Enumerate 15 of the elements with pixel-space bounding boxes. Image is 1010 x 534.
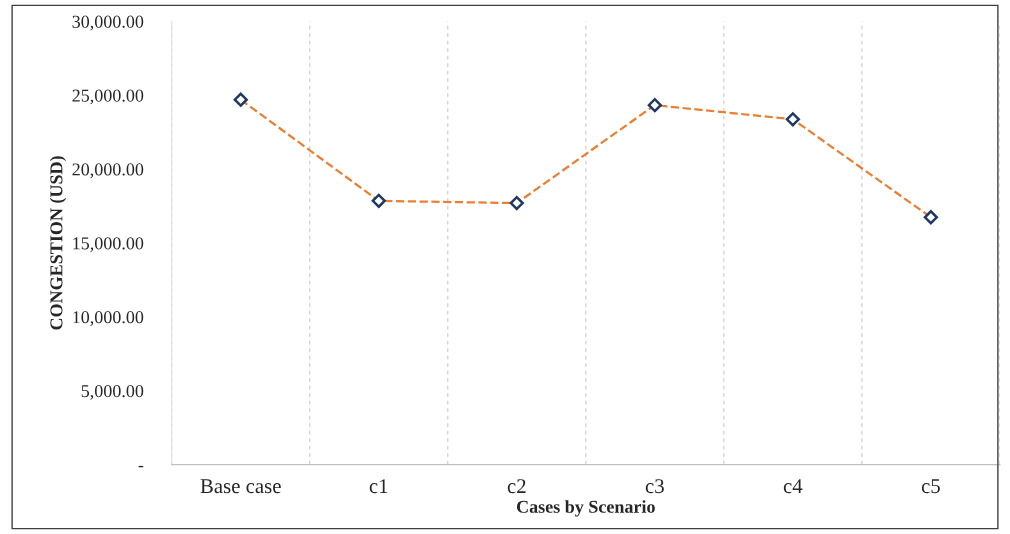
- x-tick-label: c5: [921, 479, 940, 494]
- x-tick-label: c1: [369, 479, 388, 494]
- y-tick-label: 30,000.00: [72, 15, 144, 31]
- x-tick-label: c4: [783, 479, 803, 494]
- x-tick-label: c2: [507, 479, 526, 494]
- x-tick-label: c3: [645, 479, 664, 494]
- y-tick-label: 15,000.00: [73, 237, 144, 253]
- y-tick-label: 25,000.00: [72, 89, 144, 105]
- y-tick-label: 20,000.00: [72, 163, 144, 179]
- y-tick-label: -: [138, 465, 144, 468]
- x-axis-title: Cases by Scenario: [516, 500, 655, 517]
- y-tick-label: 5,000.00: [81, 384, 144, 400]
- y-tick-label: 10,000.00: [73, 311, 144, 326]
- x-tick-label: Base case: [200, 479, 281, 494]
- y-axis-title: CONGESTION (USD): [49, 156, 67, 330]
